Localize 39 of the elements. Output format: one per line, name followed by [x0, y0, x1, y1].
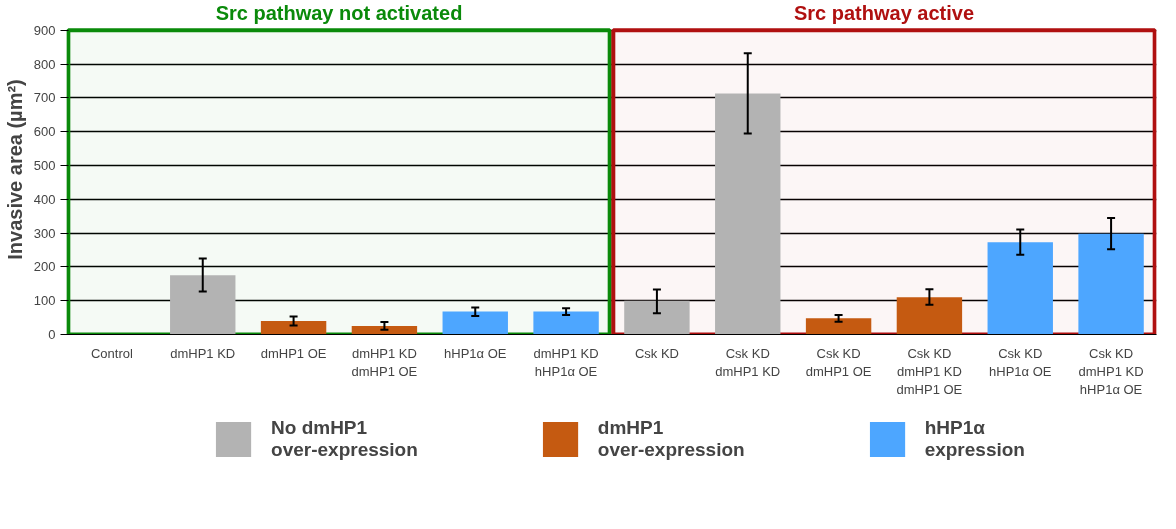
bar [624, 300, 690, 335]
x-tick-label: Csk KD dmHP1 OE [805, 345, 872, 379]
y-tick-label: 400 [33, 191, 56, 207]
x-tick-label: dmHP1 KD dmHP1 OE [351, 345, 418, 379]
bar [442, 311, 508, 335]
y-tick-label: 900 [33, 22, 56, 38]
y-axis-title: Invasive area (µm²) [3, 79, 26, 260]
legend-label: No dmHP1 over-expression [271, 417, 418, 461]
x-tick-label: Csk KD dmHP1 KD dmHP1 OE [896, 345, 963, 397]
y-tick-label: 500 [33, 158, 56, 174]
x-tick-label: hHP1α OE [444, 345, 507, 361]
x-tick-label: dmHP1 KD [170, 345, 236, 361]
bar [805, 318, 872, 335]
x-tick-label: Csk KD dmHP1 KD [715, 345, 781, 379]
bar [170, 275, 236, 335]
bar [715, 93, 781, 335]
band-label: Src pathway not activated [215, 2, 463, 25]
bar [896, 297, 963, 335]
bar [351, 326, 418, 335]
y-tick-label: 300 [33, 225, 56, 241]
x-tick-label: Csk KD [634, 345, 679, 361]
legend-label: hHP1α expression [924, 417, 1025, 461]
bar [1078, 233, 1144, 335]
x-tick-label: dmHP1 OE [260, 345, 327, 361]
bar [987, 242, 1053, 335]
y-tick-label: 600 [33, 124, 56, 140]
x-tick-label: dmHP1 KD hHP1α OE [533, 345, 599, 379]
y-tick-label: 700 [33, 90, 56, 106]
x-tick-label: Control [90, 345, 133, 361]
bar [533, 311, 599, 335]
y-tick-label: 100 [33, 293, 56, 309]
y-tick-label: 200 [33, 259, 56, 275]
legend-label: dmHP1 over-expression [597, 417, 745, 461]
bar [260, 320, 327, 335]
x-tick-label: Csk KD dmHP1 KD hHP1α OE [1078, 345, 1144, 397]
y-tick-label: 800 [33, 56, 56, 72]
y-tick-label: 0 [48, 327, 56, 342]
band-label: Src pathway active [793, 2, 975, 25]
x-tick-label: Csk KD hHP1α OE [989, 345, 1052, 379]
